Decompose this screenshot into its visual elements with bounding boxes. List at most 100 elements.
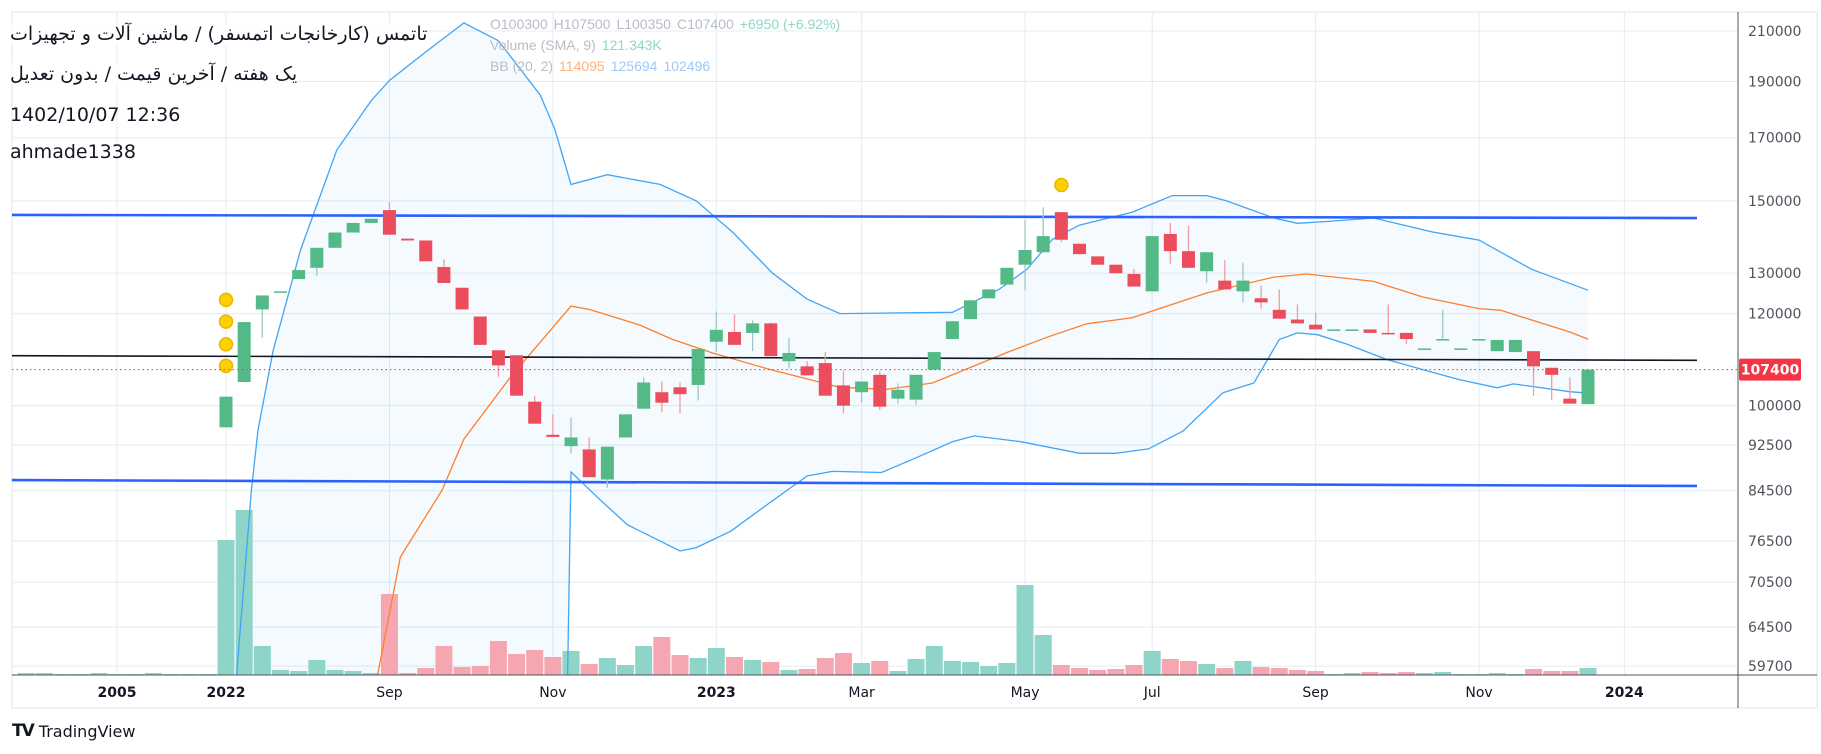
- candle-body: [1073, 243, 1087, 255]
- price-tick-label: 170000: [1748, 131, 1801, 147]
- volume-bar: [998, 663, 1016, 675]
- candle-body: [982, 289, 996, 299]
- bb-legend[interactable]: BB (20, 2) 114095 125694 102496: [490, 58, 716, 74]
- candle-body: [1236, 280, 1250, 292]
- volume-bar: [1397, 672, 1415, 675]
- candle-body: [1545, 367, 1559, 375]
- volume-bar: [562, 651, 580, 675]
- candle: [818, 352, 832, 396]
- volume-bar: [380, 594, 398, 675]
- volume-bar: [962, 662, 980, 675]
- volume-bar: [435, 646, 453, 675]
- candle-body: [1309, 324, 1323, 330]
- candle: [364, 218, 378, 223]
- candle-body: [600, 446, 614, 480]
- volume-bar: [217, 540, 235, 675]
- tradingview-logo[interactable]: TV TradingView: [12, 721, 135, 741]
- candle: [473, 316, 487, 345]
- candle: [455, 287, 469, 310]
- candle-body: [1436, 339, 1450, 341]
- candle: [927, 352, 941, 370]
- candle: [891, 383, 905, 404]
- volume-bar: [290, 671, 308, 675]
- volume-bar: [1361, 672, 1379, 675]
- trendline-resistance[interactable]: [12, 213, 1697, 220]
- price-tick-label: 210000: [1748, 24, 1801, 40]
- candle-body: [637, 382, 651, 409]
- candle-body: [746, 323, 760, 333]
- candle-body: [1381, 332, 1395, 335]
- bollinger-fill: [236, 22, 1588, 675]
- volume-bar: [1052, 665, 1070, 675]
- price-axis[interactable]: 210000 190000 170000 150000 130000 120000 1000…: [1739, 24, 1801, 675]
- tradingview-logo-icon: TV: [12, 721, 35, 741]
- candle-body: [1490, 339, 1504, 352]
- volume-bar: [834, 653, 852, 675]
- candle: [600, 446, 614, 488]
- candle: [764, 322, 778, 357]
- volume-bar: [271, 670, 289, 675]
- candle-body: [473, 316, 487, 345]
- candle: [1272, 289, 1286, 319]
- volume-bar: [1525, 669, 1543, 675]
- time-axis[interactable]: 2005 2022 Sep Nov 2023 Mar May Jul Sep Nov 2024: [98, 685, 1645, 701]
- candle: [1200, 252, 1214, 283]
- price-tick-label: 76500: [1748, 534, 1793, 550]
- volume-bar: [980, 666, 998, 675]
- candle: [1508, 339, 1522, 353]
- signal-marker-dot: [218, 314, 234, 329]
- volume-bar: [1234, 661, 1252, 675]
- candle: [1327, 329, 1341, 331]
- volume-bar: [1307, 671, 1325, 675]
- volume-legend[interactable]: Volume (SMA, 9) 121.343K: [490, 37, 668, 53]
- candle-body: [1109, 264, 1123, 274]
- candle: [237, 322, 251, 383]
- candle: [1436, 309, 1450, 341]
- candle: [691, 348, 705, 401]
- time-tick-label: 2024: [1605, 685, 1644, 701]
- candle: [1054, 212, 1068, 242]
- candle-body: [1363, 329, 1377, 333]
- volume-bar: [1034, 635, 1052, 675]
- volume-bar: [144, 673, 162, 675]
- candle-body: [1508, 339, 1522, 353]
- time-tick-label: 2022: [207, 685, 246, 701]
- trendlines[interactable]: [12, 213, 1697, 488]
- time-tick-label: May: [1011, 685, 1040, 701]
- volume-bar: [362, 673, 380, 675]
- trendline-support[interactable]: [12, 478, 1697, 488]
- candle-body: [782, 352, 796, 362]
- time-tick-label: 2023: [697, 685, 736, 701]
- volume-bar: [17, 673, 35, 675]
- volume-bar: [471, 666, 489, 675]
- volume-bar: [526, 650, 544, 675]
- grid-lines: [12, 12, 1738, 675]
- candle-body: [727, 332, 741, 345]
- candle-body: [437, 267, 451, 283]
- candle: [1527, 351, 1541, 396]
- volume-bar: [1161, 659, 1179, 675]
- volume-bar: [1270, 668, 1288, 675]
- volume-bar: [1143, 651, 1161, 675]
- volume-bar: [707, 648, 725, 675]
- time-tick-label: Nov: [1465, 685, 1492, 701]
- candle-body: [873, 374, 887, 407]
- legend-close: C107400: [676, 16, 734, 32]
- volume-bar: [1071, 668, 1089, 675]
- candle-body: [419, 240, 433, 262]
- candle: [1127, 268, 1141, 287]
- candle: [1218, 260, 1232, 290]
- trendline-pivot[interactable]: [12, 354, 1697, 362]
- volume-bar: [598, 658, 616, 675]
- candle: [727, 314, 741, 345]
- volume-bar: [253, 646, 271, 675]
- volume-bar: [1434, 672, 1452, 675]
- candles: [219, 201, 1595, 488]
- candle-body: [1181, 251, 1195, 268]
- candle: [1381, 304, 1395, 335]
- candle: [219, 396, 233, 428]
- signal-marker-dot: [218, 292, 234, 308]
- signal-marker-dot: [1054, 177, 1069, 193]
- candle-body: [1000, 267, 1014, 285]
